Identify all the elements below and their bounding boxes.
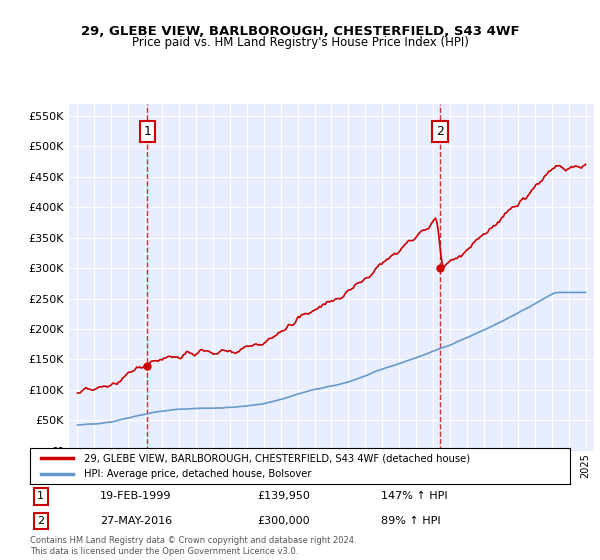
Text: £300,000: £300,000 [257, 516, 310, 526]
Text: 1: 1 [143, 125, 151, 138]
Text: 29, GLEBE VIEW, BARLBOROUGH, CHESTERFIELD, S43 4WF (detached house): 29, GLEBE VIEW, BARLBOROUGH, CHESTERFIEL… [84, 453, 470, 463]
Text: 2: 2 [436, 125, 444, 138]
Text: 1: 1 [37, 491, 44, 501]
Text: HPI: Average price, detached house, Bolsover: HPI: Average price, detached house, Bols… [84, 469, 311, 479]
Text: 29, GLEBE VIEW, BARLBOROUGH, CHESTERFIELD, S43 4WF: 29, GLEBE VIEW, BARLBOROUGH, CHESTERFIEL… [80, 25, 520, 38]
Text: Contains HM Land Registry data © Crown copyright and database right 2024.
This d: Contains HM Land Registry data © Crown c… [30, 536, 356, 556]
Text: Price paid vs. HM Land Registry's House Price Index (HPI): Price paid vs. HM Land Registry's House … [131, 36, 469, 49]
Text: £139,950: £139,950 [257, 491, 310, 501]
Text: 147% ↑ HPI: 147% ↑ HPI [381, 491, 448, 501]
Text: 89% ↑ HPI: 89% ↑ HPI [381, 516, 440, 526]
Text: 2: 2 [37, 516, 44, 526]
Text: 19-FEB-1999: 19-FEB-1999 [100, 491, 172, 501]
Text: 27-MAY-2016: 27-MAY-2016 [100, 516, 172, 526]
